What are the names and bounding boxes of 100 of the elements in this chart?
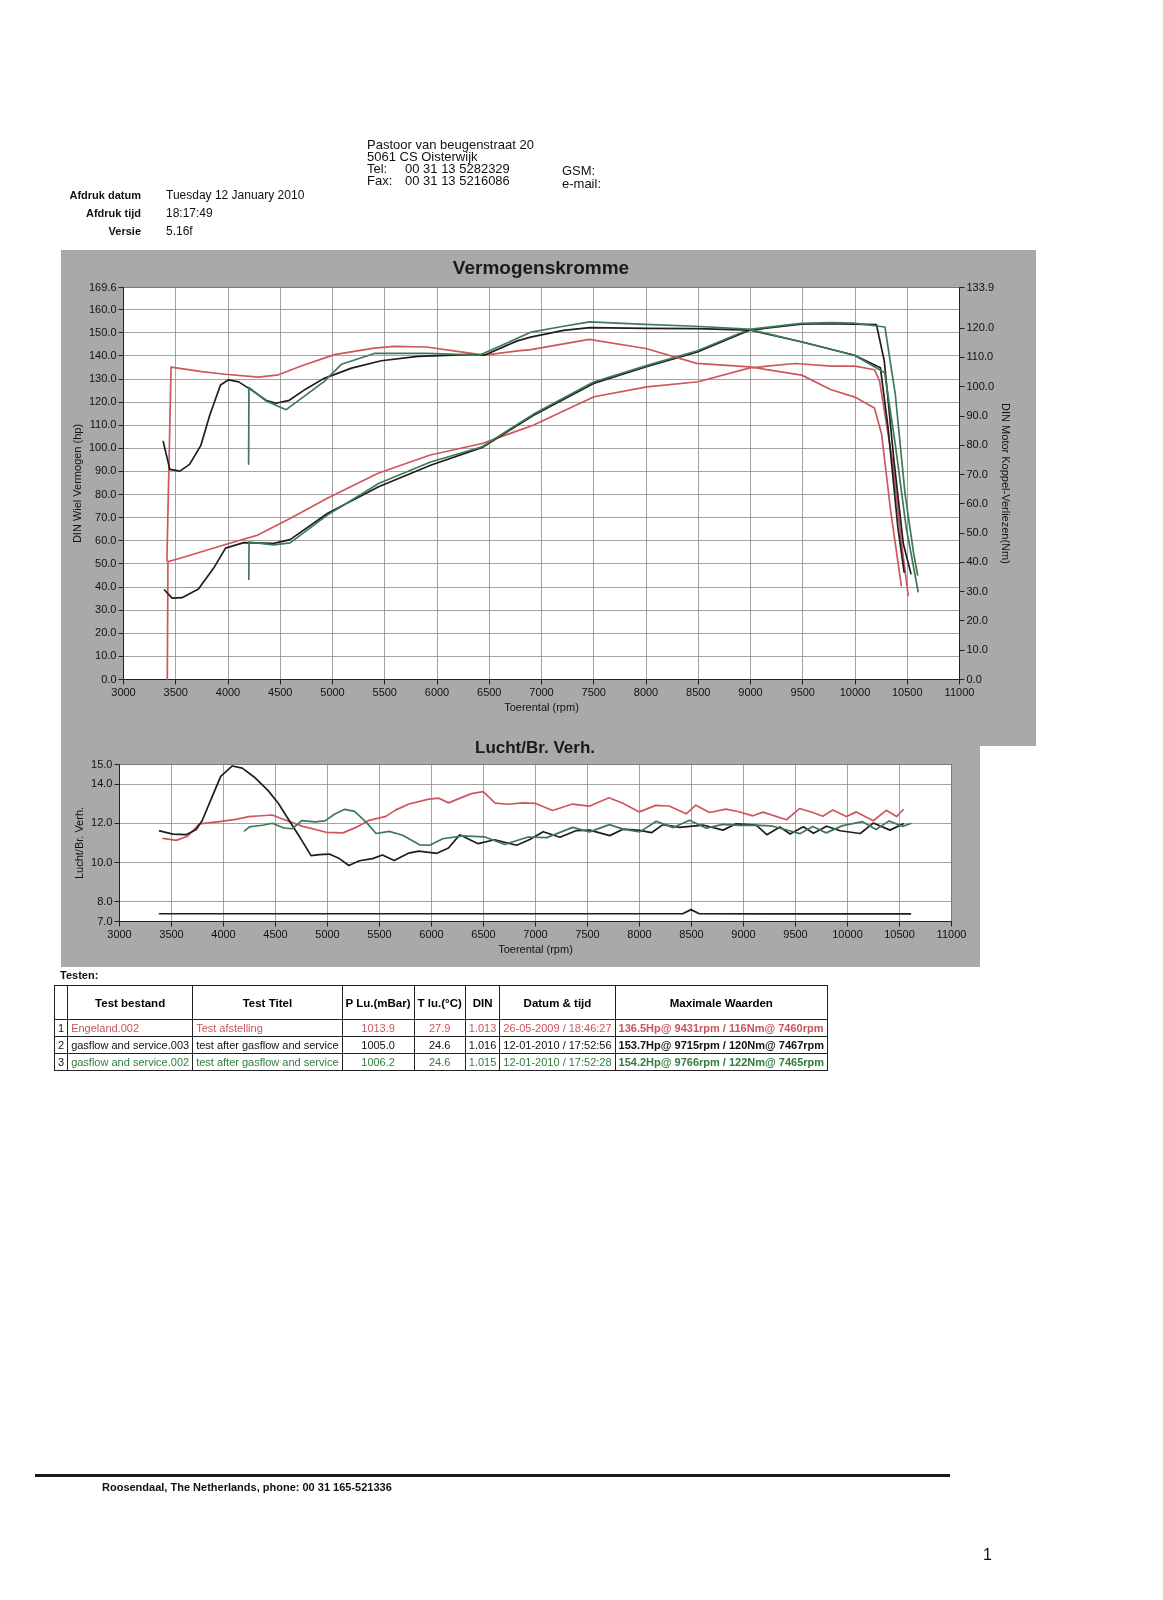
x-tick-label: 3500 [163, 685, 188, 698]
x-tick-label: 7000 [529, 685, 554, 698]
text: 00 31 13 5216086 [405, 173, 510, 190]
text: test after gasflow and service [192, 1036, 343, 1054]
text: 1013.9 [342, 1019, 415, 1037]
x-tick-label: 3000 [107, 927, 132, 940]
y-tick-label: 130.0 [88, 372, 117, 385]
text: Pastoor van beugenstraat 20 [367, 137, 534, 153]
y2-tick-label: 50.0 [966, 526, 988, 539]
y2-tick-label: 133.9 [966, 280, 995, 293]
text: 153.7Hp@ 9715rpm / 120Nm@ 7467rpm [615, 1036, 828, 1054]
y2-tick-label: 110.0 [966, 350, 994, 363]
y-axis-title: Lucht/Br. Verh. [73, 806, 86, 880]
text: test after gasflow and service [192, 1053, 343, 1071]
x-tick-label: 6000 [424, 685, 450, 698]
text: 1006.2 [342, 1053, 415, 1071]
category-label: T lu.(°C) [414, 985, 466, 1020]
y-tick-label: 8.0 [97, 894, 113, 907]
x-tick-label: 8500 [679, 927, 704, 940]
y-tick-label: 10.0 [95, 649, 117, 662]
y-tick-label: 7.0 [97, 914, 113, 927]
text: 12-01-2010 / 17:52:28 [499, 1053, 616, 1071]
y2-tick-label: 80.0 [966, 438, 988, 451]
text: 1 [983, 1546, 992, 1565]
y-tick-label: 10.0 [91, 855, 113, 868]
x-tick-label: 9500 [790, 685, 815, 698]
y2-tick-label: 100.0 [966, 379, 995, 392]
text: 136.5Hp@ 9431rpm / 116Nm@ 7460rpm [615, 1019, 828, 1037]
text: 1.013 [465, 1019, 500, 1037]
x-tick-label: 10500 [884, 927, 915, 940]
chart-title: Lucht/Br. Verh. [475, 738, 595, 757]
y-tick-label: 60.0 [95, 533, 117, 546]
x-tick-label: 9000 [738, 685, 763, 698]
text: Roosendaal, The Netherlands, phone: 00 31 165-521336 [102, 1481, 392, 1495]
y2-axis-title: DIN Motor Koppel-Verliezen(Nm) [1000, 403, 1013, 564]
chart-title: Vermogenskromme [452, 257, 630, 278]
x-tick-label: 6500 [477, 685, 502, 698]
x-tick-label: 8000 [633, 685, 659, 698]
text: 3 [54, 1053, 68, 1071]
y-tick-label: 150.0 [88, 325, 117, 338]
text: Afdruk datum [69, 189, 141, 203]
text: e-mail: [562, 176, 602, 193]
y-axis-title: DIN Wiel Vermogen (hp) [70, 423, 83, 544]
category-label: Test bestand [67, 985, 193, 1020]
x-tick-label: 8500 [686, 685, 711, 698]
text: 12-01-2010 / 17:52:56 [499, 1036, 616, 1054]
x-tick-label: 10000 [839, 685, 871, 698]
y-tick-label: 15.0 [91, 757, 113, 770]
x-tick-label: 11000 [936, 927, 967, 940]
y-tick-label: 30.0 [95, 603, 117, 616]
y-tick-label: 14.0 [91, 777, 113, 790]
text: 24.6 [414, 1036, 466, 1054]
y-tick-label: 40.0 [95, 580, 117, 593]
y-tick-label: 100.0 [88, 441, 117, 454]
x-tick-label: 5500 [372, 685, 397, 698]
text: 1005.0 [342, 1036, 415, 1054]
y-tick-label: 169.6 [88, 280, 117, 293]
x-tick-label: 3500 [159, 927, 184, 940]
y2-tick-label: 40.0 [966, 555, 988, 568]
text: Test afstelling [192, 1019, 343, 1037]
y2-tick-label: 0.0 [966, 672, 982, 685]
y2-tick-label: 10.0 [966, 643, 988, 656]
text: 1.016 [465, 1036, 500, 1054]
y-tick-label: 140.0 [88, 348, 117, 361]
x-tick-label: 5000 [320, 685, 345, 698]
y-tick-label: 80.0 [95, 487, 117, 500]
x-tick-label: 9500 [783, 927, 808, 940]
x-tick-label: 5500 [367, 927, 392, 940]
text: 1.015 [465, 1053, 500, 1071]
y-tick-label: 70.0 [95, 510, 117, 523]
y-tick-label: 0.0 [101, 672, 117, 685]
text: 2 [54, 1036, 68, 1054]
text: 24.6 [414, 1053, 466, 1071]
x-tick-label: 10500 [891, 685, 923, 698]
y2-tick-label: 90.0 [966, 409, 988, 422]
category-label: Maximale Waarden [615, 985, 828, 1020]
text: gasflow and service.003 [67, 1036, 193, 1054]
y2-tick-label: 120.0 [966, 321, 995, 334]
x-tick-label: 11000 [944, 685, 975, 698]
x-tick-label: 6500 [471, 927, 496, 940]
x-tick-label: 6000 [419, 927, 444, 940]
x-tick-label: 7000 [523, 927, 548, 940]
y-tick-label: 90.0 [95, 464, 117, 477]
x-tick-label: 4500 [263, 927, 288, 940]
text: 26-05-2009 / 18:46:27 [499, 1019, 616, 1037]
text: 5.16f [166, 223, 193, 239]
y2-tick-label: 30.0 [966, 584, 988, 597]
text: Tuesday 12 January 2010 [166, 187, 305, 203]
text: Testen: [60, 969, 99, 983]
text: 1 [54, 1019, 68, 1037]
y-tick-label: 160.0 [88, 302, 117, 315]
text: GSM: [562, 163, 596, 179]
x-axis-title: Toerental (rpm) [504, 700, 579, 713]
x-tick-label: 4500 [268, 685, 293, 698]
text: Engeland.002 [67, 1019, 193, 1037]
text: 154.2Hp@ 9766rpm / 122Nm@ 7465rpm [615, 1053, 828, 1071]
x-tick-label: 7500 [581, 685, 606, 698]
category-label: Test Titel [192, 985, 343, 1020]
y-tick-label: 12.0 [91, 816, 113, 829]
category-label: P Lu.(mBar) [342, 985, 415, 1020]
